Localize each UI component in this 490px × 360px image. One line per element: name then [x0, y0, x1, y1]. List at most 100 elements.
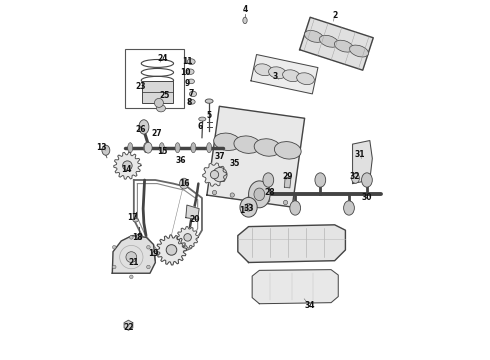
Polygon shape [177, 226, 198, 248]
Ellipse shape [212, 190, 217, 195]
Text: 14: 14 [122, 165, 132, 174]
Ellipse shape [102, 145, 110, 155]
Text: 30: 30 [362, 193, 372, 202]
Polygon shape [299, 17, 373, 70]
Ellipse shape [245, 203, 252, 211]
Ellipse shape [126, 252, 137, 262]
Ellipse shape [263, 173, 274, 187]
Text: 17: 17 [127, 213, 137, 222]
Polygon shape [156, 235, 187, 265]
Ellipse shape [147, 265, 150, 269]
Polygon shape [353, 140, 372, 184]
Ellipse shape [129, 235, 133, 239]
Ellipse shape [274, 141, 301, 159]
Text: 31: 31 [354, 150, 365, 159]
Circle shape [122, 161, 132, 170]
Circle shape [210, 171, 219, 179]
Ellipse shape [343, 201, 354, 215]
Ellipse shape [190, 91, 196, 96]
Ellipse shape [189, 99, 195, 104]
Ellipse shape [254, 139, 281, 156]
Polygon shape [203, 163, 226, 186]
Ellipse shape [139, 120, 149, 134]
Bar [125, 49, 184, 108]
Ellipse shape [269, 67, 286, 78]
Ellipse shape [349, 45, 368, 57]
Ellipse shape [266, 198, 270, 202]
Ellipse shape [154, 98, 164, 107]
Text: 20: 20 [190, 215, 200, 224]
Ellipse shape [230, 193, 234, 197]
Polygon shape [238, 225, 345, 262]
Ellipse shape [144, 143, 148, 153]
Ellipse shape [213, 167, 227, 182]
Ellipse shape [187, 59, 195, 64]
Text: 27: 27 [152, 129, 163, 138]
Text: 32: 32 [349, 172, 360, 181]
Ellipse shape [362, 173, 372, 187]
Text: 19: 19 [148, 249, 159, 258]
Text: 3: 3 [273, 72, 278, 81]
Text: 28: 28 [265, 188, 275, 197]
Text: 6: 6 [197, 122, 203, 131]
Text: 1: 1 [239, 206, 244, 215]
Circle shape [184, 234, 192, 241]
Circle shape [166, 245, 177, 255]
Ellipse shape [234, 136, 261, 153]
Ellipse shape [254, 188, 265, 201]
Bar [143, 81, 173, 103]
Text: 35: 35 [229, 159, 240, 168]
Polygon shape [186, 205, 199, 220]
Ellipse shape [319, 35, 339, 47]
Ellipse shape [304, 31, 323, 42]
Ellipse shape [133, 219, 138, 222]
Ellipse shape [290, 201, 300, 215]
Ellipse shape [159, 143, 164, 153]
Ellipse shape [147, 246, 150, 249]
Text: 26: 26 [136, 125, 146, 134]
Text: 21: 21 [128, 258, 139, 267]
Text: 16: 16 [179, 179, 189, 188]
Ellipse shape [179, 178, 189, 189]
Text: 25: 25 [159, 91, 170, 100]
Polygon shape [124, 320, 133, 330]
Ellipse shape [125, 321, 132, 329]
Ellipse shape [129, 275, 133, 279]
Ellipse shape [334, 40, 353, 52]
Text: 13: 13 [97, 143, 107, 152]
Ellipse shape [144, 142, 152, 153]
Ellipse shape [175, 143, 180, 153]
Ellipse shape [283, 201, 288, 205]
Text: 34: 34 [304, 301, 315, 310]
Text: 18: 18 [132, 233, 143, 242]
Text: 10: 10 [181, 68, 191, 77]
Text: 29: 29 [283, 172, 294, 181]
Text: 23: 23 [136, 82, 146, 91]
Ellipse shape [128, 143, 133, 153]
Text: 2: 2 [332, 10, 337, 19]
Polygon shape [285, 177, 291, 188]
Text: 8: 8 [187, 98, 192, 107]
Polygon shape [252, 270, 338, 304]
Ellipse shape [199, 117, 206, 121]
Ellipse shape [112, 246, 116, 249]
Text: 37: 37 [215, 152, 225, 161]
Ellipse shape [112, 265, 116, 269]
Text: 36: 36 [175, 156, 186, 165]
Ellipse shape [315, 173, 326, 187]
Text: 5: 5 [207, 111, 212, 120]
Polygon shape [207, 106, 305, 207]
Polygon shape [112, 235, 155, 273]
Text: 4: 4 [243, 5, 247, 14]
Ellipse shape [188, 79, 195, 84]
Ellipse shape [283, 70, 300, 82]
Ellipse shape [248, 181, 270, 208]
Ellipse shape [214, 133, 241, 150]
Polygon shape [251, 54, 318, 94]
Ellipse shape [187, 69, 194, 75]
Ellipse shape [152, 251, 157, 256]
Text: 24: 24 [157, 54, 168, 63]
Text: 33: 33 [244, 204, 254, 213]
Text: 15: 15 [157, 147, 168, 156]
Ellipse shape [191, 143, 196, 153]
